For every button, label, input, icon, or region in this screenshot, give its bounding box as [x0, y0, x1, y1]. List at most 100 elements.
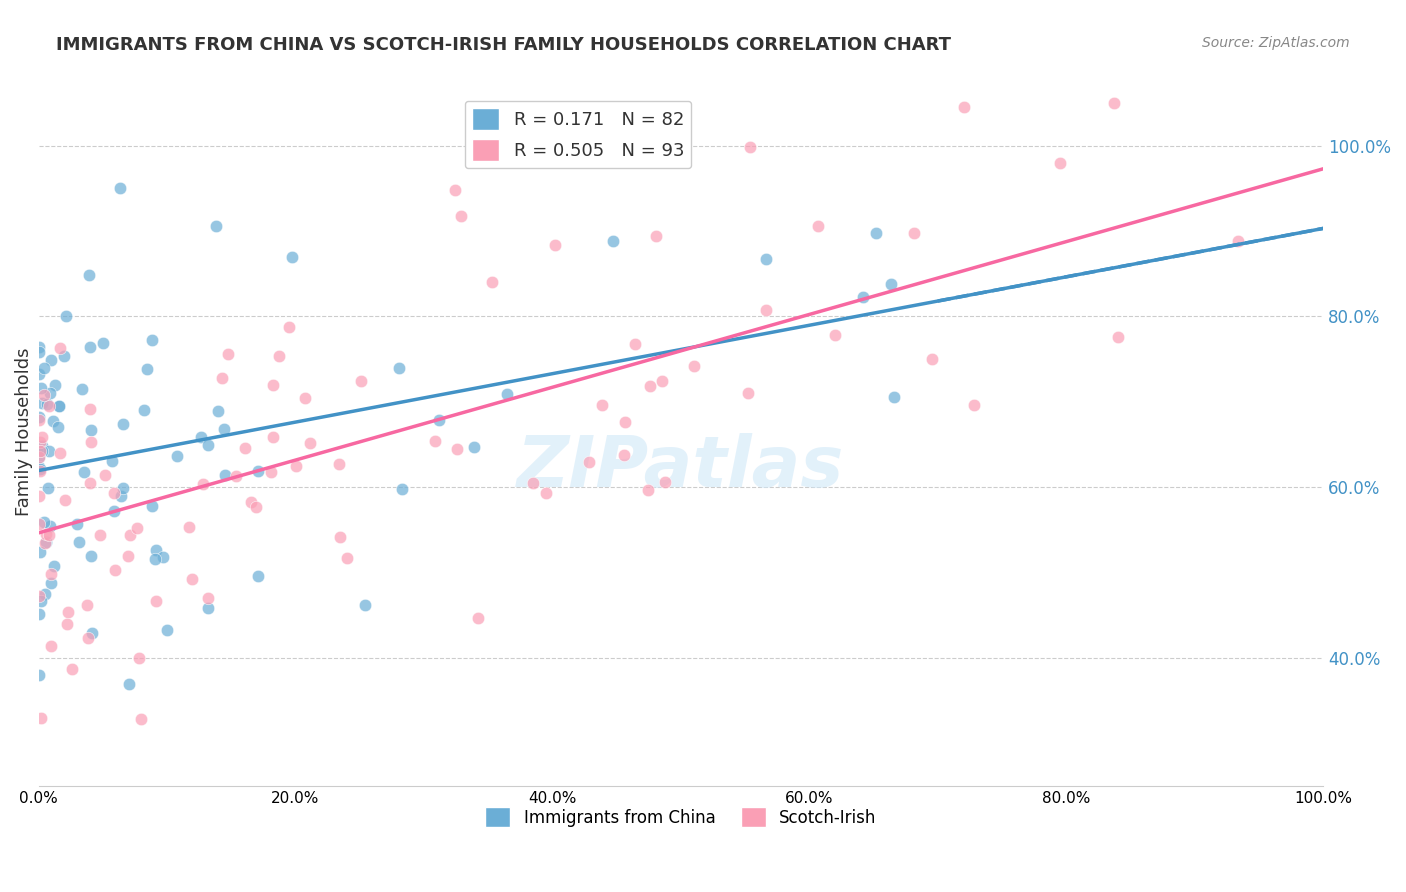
Text: ZIPatlas: ZIPatlas [517, 433, 845, 501]
Point [335, 551, 357, 566]
Point [32, 388, 55, 402]
Point [27, 460, 49, 475]
Text: Source: ZipAtlas.com: Source: ZipAtlas.com [1202, 36, 1350, 50]
Point [28, 435, 51, 450]
Point [247, 569, 270, 583]
Point [37, 481, 59, 495]
Point [141, 334, 163, 348]
Point [637, 483, 659, 498]
Point [48, 399, 70, 413]
Point [41, 566, 63, 581]
Point [28, 516, 51, 531]
Point [522, 475, 544, 490]
Point [141, 500, 163, 514]
Point [544, 237, 567, 252]
Point [129, 712, 152, 726]
Point [34, 536, 56, 550]
Point [56, 605, 79, 619]
Point [277, 319, 299, 334]
Point [82, 626, 104, 640]
Point [1226, 235, 1249, 249]
Point [740, 139, 762, 153]
Point [534, 485, 557, 500]
Point [211, 371, 233, 385]
Point [450, 210, 472, 224]
Point [49, 445, 72, 459]
Point [903, 226, 925, 240]
Point [267, 349, 290, 363]
Point [28, 462, 51, 476]
Point [260, 465, 283, 479]
Point [613, 415, 636, 429]
Point [77, 268, 100, 283]
Point [38, 527, 60, 541]
Point [125, 521, 148, 535]
Point [204, 219, 226, 234]
Point [284, 459, 307, 474]
Point [80, 549, 103, 564]
Point [38, 444, 60, 458]
Point [56, 617, 79, 632]
Point [110, 488, 132, 502]
Point [624, 337, 647, 351]
Point [39, 386, 62, 401]
Point [191, 477, 214, 491]
Point [79, 475, 101, 490]
Point [865, 227, 887, 241]
Point [28, 340, 51, 354]
Point [76, 598, 98, 612]
Point [602, 235, 624, 249]
Point [39, 518, 62, 533]
Point [112, 481, 135, 495]
Point [852, 290, 875, 304]
Point [118, 677, 141, 691]
Point [463, 441, 485, 455]
Text: IMMIGRANTS FROM CHINA VS SCOTCH-IRISH FAMILY HOUSEHOLDS CORRELATION CHART: IMMIGRANTS FROM CHINA VS SCOTCH-IRISH FA… [56, 36, 952, 54]
Point [103, 485, 125, 500]
Point [104, 563, 127, 577]
Point [101, 454, 124, 468]
Point [118, 528, 141, 542]
Point [181, 572, 204, 586]
Point [963, 398, 986, 412]
Point [446, 442, 468, 457]
Point [1049, 156, 1071, 170]
Point [755, 252, 778, 266]
Point [32, 515, 55, 529]
Point [245, 500, 267, 515]
Point [44, 559, 66, 574]
Point [427, 413, 450, 427]
Point [134, 403, 156, 417]
Point [80, 434, 103, 449]
Point [883, 390, 905, 404]
Point [496, 387, 519, 401]
Point [79, 340, 101, 354]
Point [350, 374, 373, 388]
Point [31, 444, 53, 458]
Point [30, 464, 52, 478]
Point [755, 303, 778, 318]
Point [110, 181, 132, 195]
Point [880, 277, 903, 292]
Point [79, 401, 101, 416]
Point [645, 228, 668, 243]
Point [953, 100, 976, 114]
Point [262, 430, 284, 444]
Point [683, 359, 706, 373]
Point [136, 362, 159, 376]
Point [197, 600, 219, 615]
Point [44, 378, 66, 392]
Point [921, 351, 943, 366]
Y-axis label: Family Households: Family Households [15, 347, 32, 516]
Point [48, 341, 70, 355]
Point [89, 528, 111, 542]
Point [299, 436, 322, 450]
Point [46, 420, 69, 434]
Point [70, 383, 93, 397]
Point [197, 438, 219, 452]
Point [27, 489, 49, 503]
Point [190, 429, 212, 443]
Point [329, 530, 352, 544]
Point [77, 631, 100, 645]
Point [31, 439, 53, 453]
